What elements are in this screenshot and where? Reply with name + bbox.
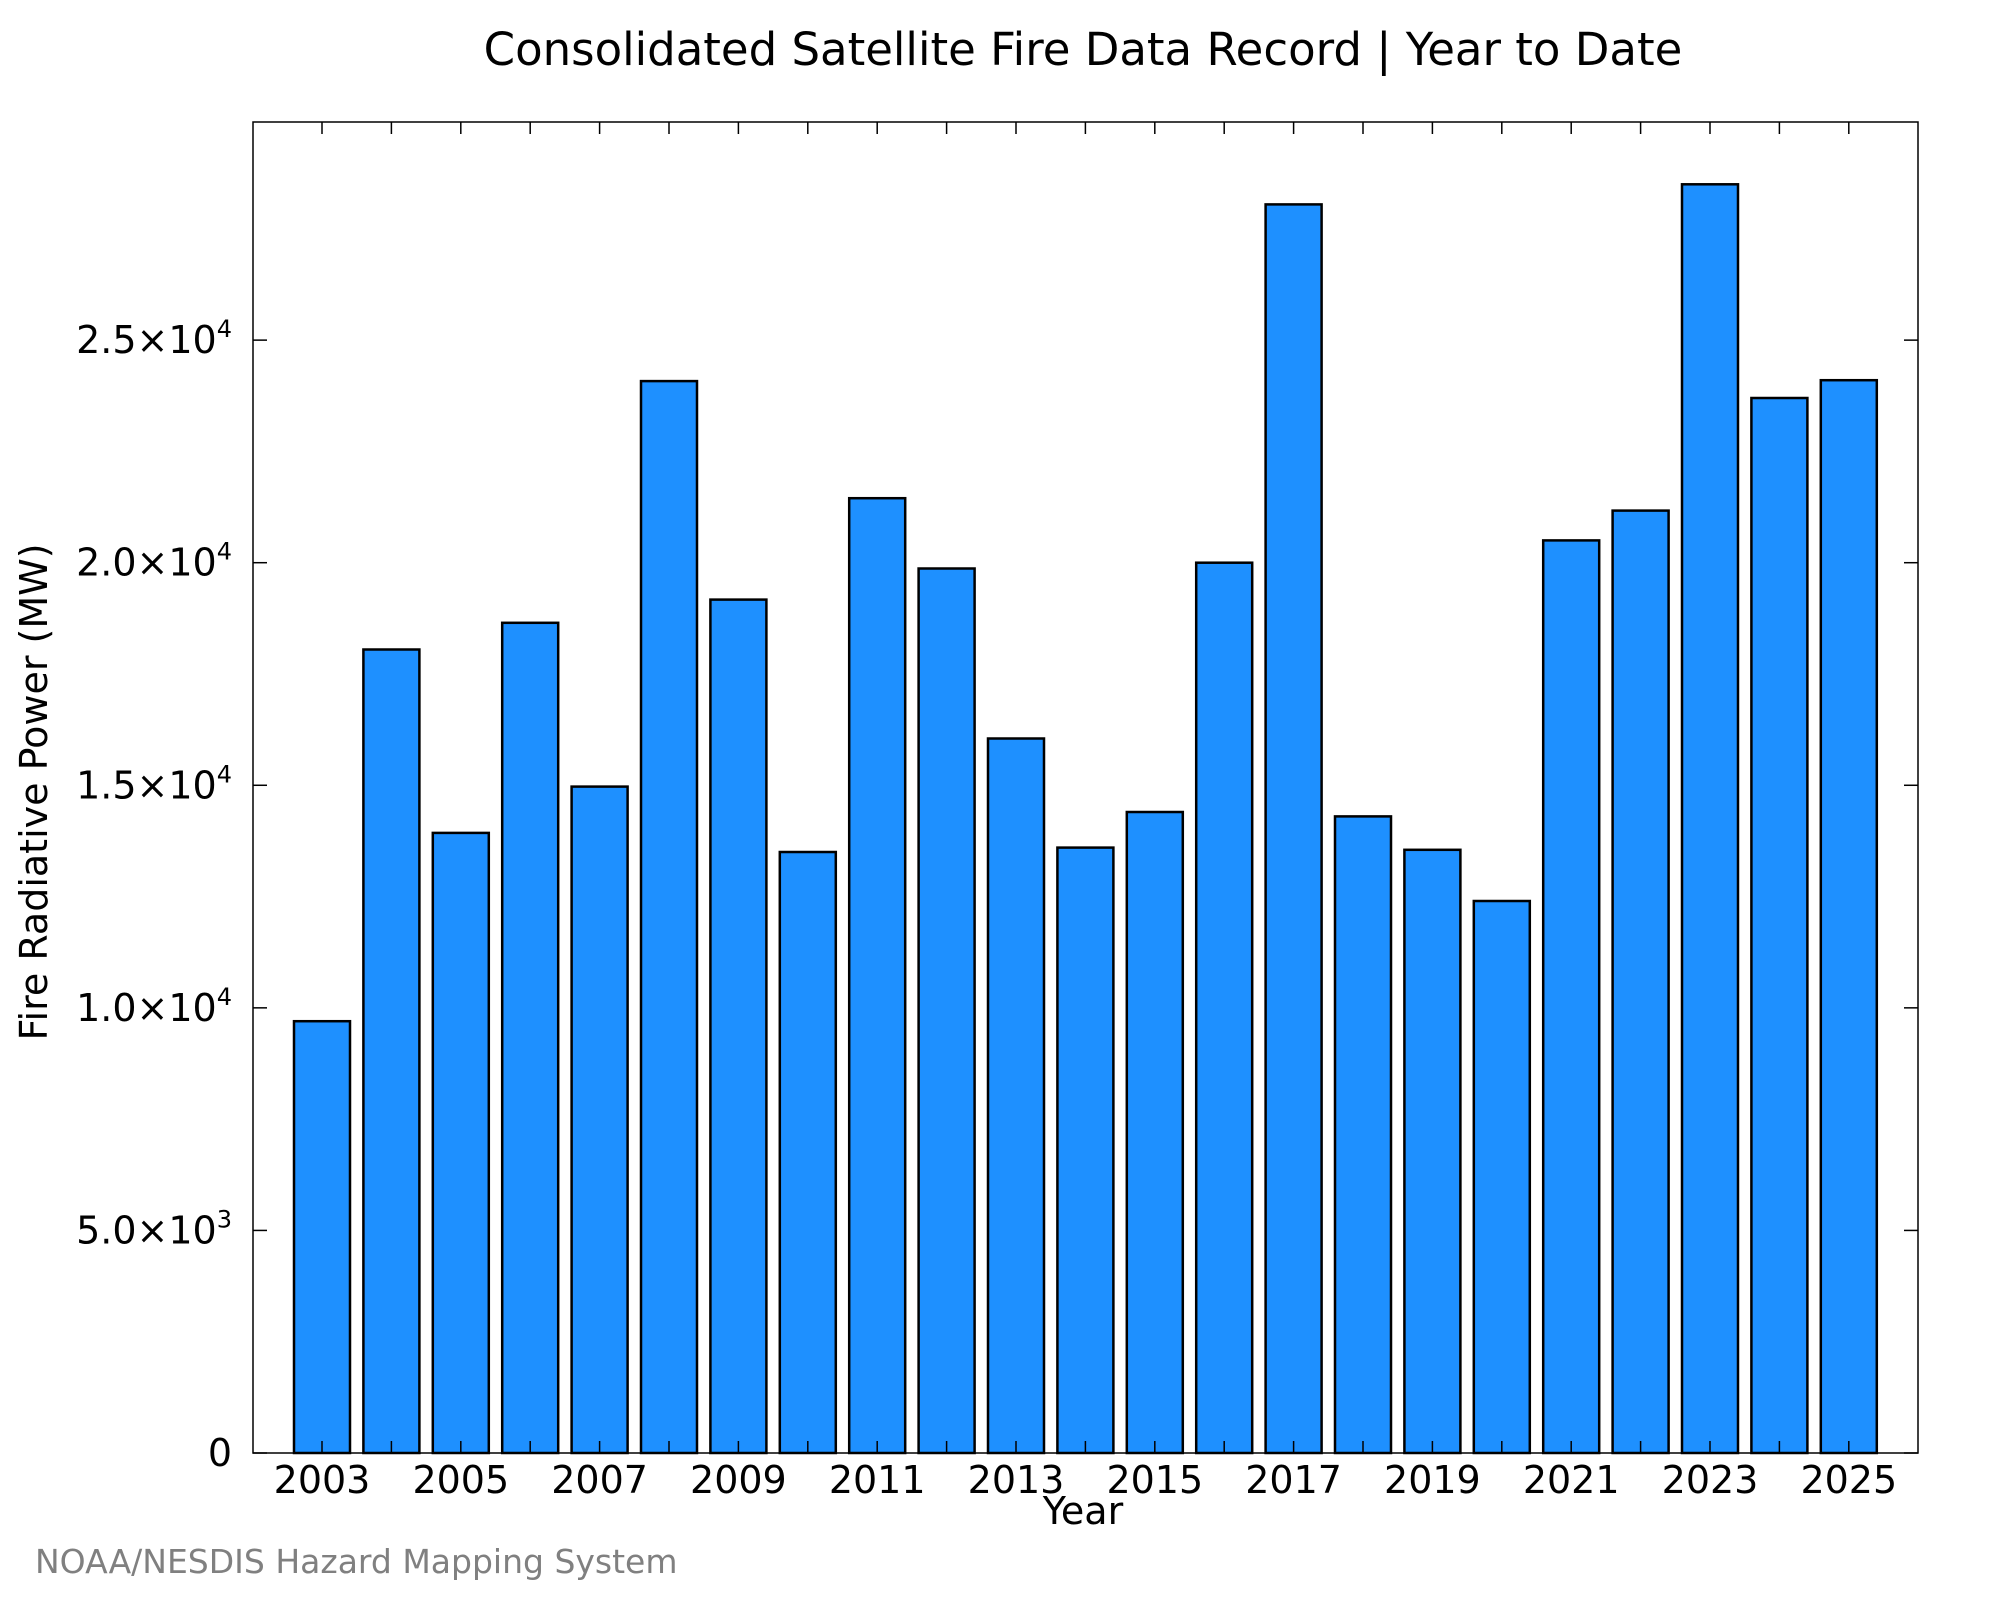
y-tick-exponent: 4 <box>217 983 232 1011</box>
x-tick-label-2025: 2025 <box>1800 1458 1897 1502</box>
bar-2025 <box>1819 378 1879 1455</box>
y-tick-label-0: 0 <box>208 1431 232 1475</box>
bar-2009 <box>709 598 768 1455</box>
bar-2018 <box>1333 815 1393 1455</box>
x-axis-title: Year <box>1042 1489 1124 1533</box>
x-tick-label-2021: 2021 <box>1523 1458 1620 1502</box>
x-tick-label-2013: 2013 <box>968 1458 1065 1502</box>
bar-2011 <box>847 496 907 1455</box>
bar-2006 <box>500 621 560 1455</box>
x-tick-label-2017: 2017 <box>1245 1458 1342 1502</box>
y-tick-label-25000: 2.5×104 <box>76 315 232 362</box>
x-tick-label-2009: 2009 <box>690 1458 787 1502</box>
y-tick-label-15000: 1.5×104 <box>76 760 232 807</box>
x-tick-label-2015: 2015 <box>1106 1458 1203 1502</box>
bar-2020 <box>1472 899 1532 1455</box>
y-tick-label-10000: 1.0×104 <box>76 983 232 1030</box>
y-tick-exponent: 4 <box>217 538 232 566</box>
y-axis-title: Fire Radiative Power (MW) <box>12 543 56 1040</box>
x-tick-label-2003: 2003 <box>274 1458 371 1502</box>
bar-2019 <box>1403 848 1462 1455</box>
bar-2007 <box>570 785 629 1455</box>
y-tick-exponent: 4 <box>217 315 232 343</box>
bar-2010 <box>778 850 838 1455</box>
x-tick-label-2011: 2011 <box>829 1458 926 1502</box>
bar-2004 <box>362 648 421 1455</box>
bar-2024 <box>1750 396 1809 1455</box>
x-tick-label-2005: 2005 <box>412 1458 509 1502</box>
y-tick-label-20000: 2.0×104 <box>76 538 232 585</box>
x-tick-label-2019: 2019 <box>1384 1458 1481 1502</box>
x-tick-label-2007: 2007 <box>551 1458 648 1502</box>
bar-2023 <box>1680 183 1740 1455</box>
bar-2021 <box>1541 539 1601 1455</box>
bar-2012 <box>917 567 976 1455</box>
bar-2003 <box>292 1019 352 1455</box>
y-axis: 0 5.0×103 1.0×104 1.5×104 2.0×104 2.5×104 <box>76 315 1918 1475</box>
x-tick-label-2023: 2023 <box>1662 1458 1759 1502</box>
bar-2017 <box>1264 203 1323 1455</box>
x-axis: 2003 2005 2007 2009 2011 2013 2015 2017 2019 2021… <box>274 122 1897 1502</box>
bar-2015 <box>1125 810 1185 1455</box>
bar-2013 <box>986 737 1046 1455</box>
source-attribution: NOAA/NESDIS Hazard Mapping System <box>35 1542 678 1581</box>
bar-2014 <box>1056 846 1115 1455</box>
bar-2016 <box>1194 561 1254 1455</box>
bar-series <box>292 183 1879 1455</box>
y-tick-exponent: 4 <box>217 760 232 788</box>
y-tick-exponent: 3 <box>217 1205 232 1233</box>
bar-2022 <box>1611 509 1670 1455</box>
bar-2005 <box>431 831 491 1455</box>
bar-2008 <box>639 379 699 1455</box>
y-tick-label-5000: 5.0×103 <box>76 1205 232 1252</box>
chart-title: Consolidated Satellite Fire Data Record … <box>484 23 1683 76</box>
